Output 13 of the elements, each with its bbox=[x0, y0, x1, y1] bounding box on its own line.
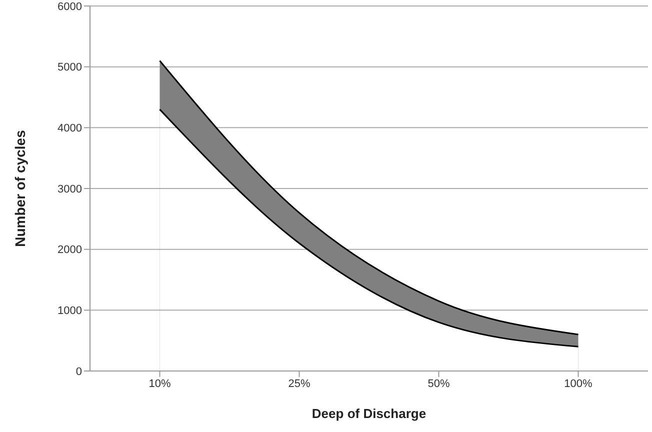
x-tick-label: 25% bbox=[288, 378, 310, 390]
y-tick-label: 0 bbox=[76, 366, 82, 378]
y-axis-title: Number of cycles bbox=[12, 130, 28, 247]
y-tick-label: 5000 bbox=[58, 62, 82, 74]
x-axis-title: Deep of Discharge bbox=[312, 406, 426, 421]
y-tick-label: 6000 bbox=[58, 0, 82, 13]
y-tick-label: 4000 bbox=[58, 122, 82, 135]
x-tick-label: 50% bbox=[428, 378, 450, 390]
x-tick-label: 10% bbox=[148, 378, 171, 390]
x-tick-label: 100% bbox=[564, 378, 593, 390]
y-tick-label: 2000 bbox=[58, 244, 82, 256]
y-tick-label: 3000 bbox=[58, 183, 82, 196]
y-tick-label: 1000 bbox=[58, 305, 82, 318]
